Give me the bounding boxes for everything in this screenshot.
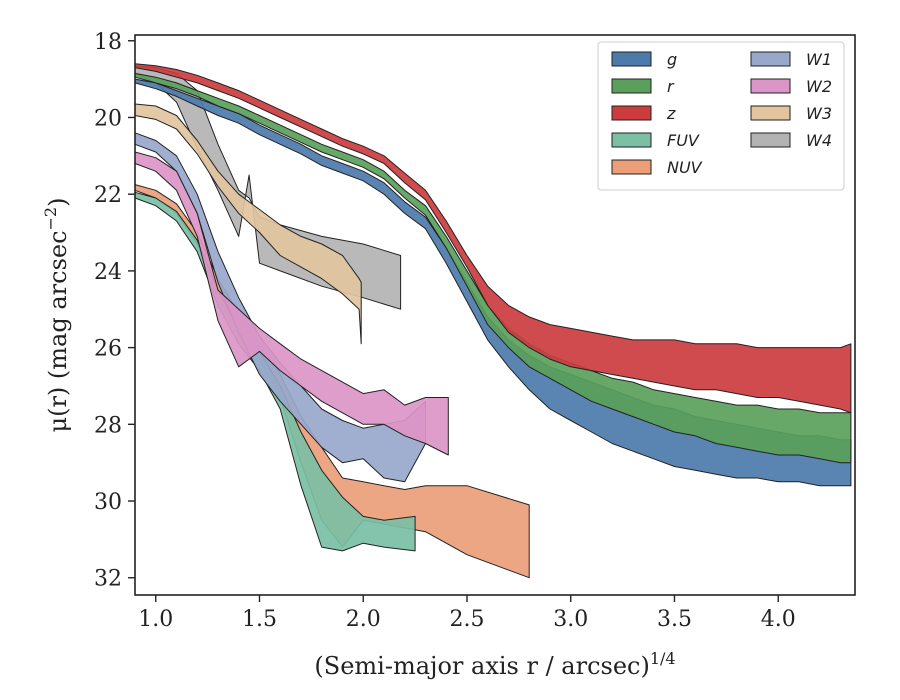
legend-label-g: g (667, 50, 677, 69)
legend: grz FUV NUV W1 W2 W3 W4 (597, 41, 845, 191)
x-tick-label: 2.5 (449, 607, 484, 632)
x-tick-label: 4.0 (761, 607, 796, 632)
legend-label-w1: W1 (806, 50, 832, 69)
plot-frame (134, 34, 856, 596)
legend-swatch-g (611, 51, 652, 67)
band-w3 (134, 103, 362, 345)
band-z (134, 63, 852, 414)
legend-swatch-nuv (611, 159, 652, 175)
legend-label-w3: W3 (806, 104, 832, 123)
y-tick-label: 22 (94, 183, 122, 208)
y-tick-label: 28 (94, 413, 122, 438)
legend-swatch-w4 (750, 132, 791, 148)
x-tick-label: 3.5 (657, 607, 692, 632)
x-tick-label: 2.0 (346, 607, 381, 632)
legend-label-fuv: FUV (667, 131, 700, 150)
legend-swatch-z (611, 105, 652, 121)
y-tick-label: 30 (94, 490, 122, 515)
legend-swatch-w3 (750, 105, 791, 121)
y-tick-label: 32 (94, 567, 122, 592)
x-axis-label: (Semi-major axis r / arcsec)1/4 (314, 649, 675, 680)
legend-swatch-w1 (750, 51, 791, 67)
band-r (134, 72, 852, 464)
legend-label-w4: W4 (806, 131, 832, 150)
y-tick-label: 24 (94, 260, 122, 285)
x-tick-label: 3.0 (553, 607, 588, 632)
data-bands (134, 63, 852, 579)
legend-label-r: r (667, 77, 675, 96)
y-tick-label: 26 (94, 337, 122, 362)
x-axis-ticks: 1.0 1.5 2.0 2.5 3.0 3.5 4.0 (138, 595, 796, 632)
legend-label-z: z (666, 104, 676, 123)
legend-label-w2: W2 (806, 77, 832, 96)
y-axis-label: μ(r) (mag arcsec−2) (41, 198, 72, 433)
y-tick-label: 18 (94, 30, 122, 55)
x-tick-label: 1.0 (138, 607, 173, 632)
x-tick-label: 1.5 (242, 607, 277, 632)
band-w2 (134, 151, 449, 456)
y-axis-ticks: 18 20 22 24 26 28 30 32 (94, 30, 135, 592)
y-tick-label: 20 (94, 106, 122, 131)
legend-swatch-w2 (750, 78, 791, 94)
legend-swatch-fuv (611, 132, 652, 148)
legend-label-nuv: NUV (667, 158, 703, 177)
legend-swatch-r (611, 78, 652, 94)
